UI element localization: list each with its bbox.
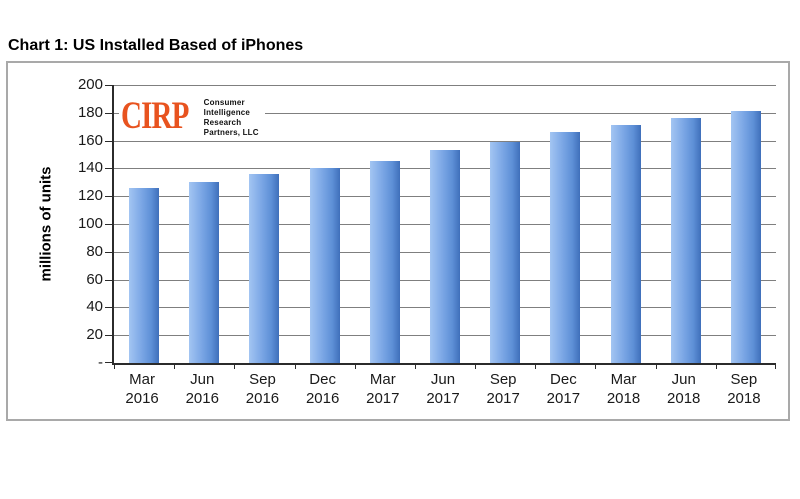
y-tick-label: 180 [77,103,103,121]
x-tick-label: Jun 2018 [667,371,701,407]
y-axis-tick [105,112,114,114]
y-tick-label: 100 [77,215,103,232]
y-axis-tick [105,279,114,281]
y-axis-tick [105,251,114,253]
x-tick-label: Dec 2017 [546,371,581,407]
bar [550,132,581,363]
y-tick-label: 200 [77,76,103,93]
x-axis-tick [475,363,477,369]
y-axis-tick [105,140,114,142]
x-axis-tick [595,363,597,369]
bar [430,150,460,363]
y-axis-tick [105,196,114,198]
bar [369,161,400,363]
x-axis-tick [535,363,537,369]
cirp-logo-subtext-line: Partners, LLC [203,128,259,137]
gridline [114,112,776,114]
y-axis-tick [105,224,114,225]
x-tick-label: Mar 2017 [366,371,400,407]
y-tick-label: 140 [77,159,103,177]
gridline [114,85,776,86]
y-tick-label: 160 [77,131,103,149]
x-axis-tick [775,363,776,369]
y-tick-label: 20 [86,326,103,344]
bar [490,142,521,363]
y-axis-tick [105,335,114,337]
bar [189,182,220,363]
cirp-logo-subtext-line: Consumer [203,98,245,107]
bar [309,168,340,363]
bar [249,173,280,363]
x-axis-tick [715,363,717,369]
x-tick-label: Jun 2017 [426,371,460,407]
y-axis-tick [105,85,114,86]
bar [610,125,641,363]
y-tick-label: 40 [86,298,103,316]
y-axis-tick [105,307,114,309]
x-tick-label: Sep 2018 [727,371,761,407]
plot-area [105,85,776,369]
chart-title: Chart 1: US Installed Based of iPhones [8,37,304,54]
x-axis-tick [174,363,176,369]
bar [129,187,160,363]
x-tick-label: Mar 2016 [125,371,159,407]
y-tick-label: 120 [77,187,103,205]
y-axis-tick [105,362,114,363]
x-axis-tick [294,363,296,369]
cirp-logo-subtext-line: Intelligence [203,108,251,117]
x-tick-label: Jun 2016 [185,371,219,407]
x-axis-tick [414,363,416,369]
cirp-logo-subtext-line: Research [203,118,242,127]
cirp-logo-text: CIRP [121,95,189,138]
gridline [114,140,776,142]
x-tick-label: Dec 2016 [305,371,340,407]
cirp-logo: CIRP Consumer Intelligence Research Partner… [119,94,265,140]
y-axis-tick [105,168,114,170]
x-axis-tick [114,363,115,369]
cirp-logo-subtext: Consumer Intelligence Research Partners, LL… [204,95,259,138]
y-tick-label: 60 [86,270,103,288]
x-tick-label: Sep 2017 [486,371,520,407]
x-axis-tick [354,363,356,369]
bar [730,111,761,363]
y-tick-label: 80 [86,242,103,260]
bar [670,118,701,363]
x-tick-label: Sep 2016 [245,371,280,407]
x-axis-tick [655,363,657,369]
x-axis-tick [234,363,236,369]
y-tick-label: - [98,354,103,371]
x-tick-label: Mar 2018 [606,371,641,407]
chart-container: millions of units -20 40 60 80 100 120 140 160 1… [6,61,790,421]
